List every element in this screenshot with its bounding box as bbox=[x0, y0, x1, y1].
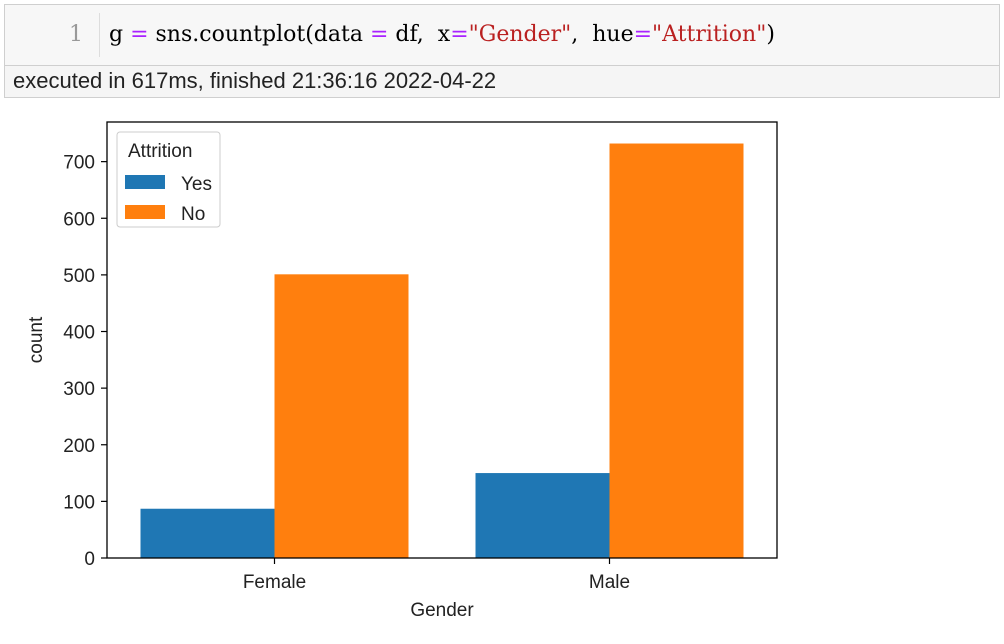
gutter-divider bbox=[99, 13, 100, 57]
y-tick-label: 700 bbox=[63, 153, 95, 174]
code-token: sns.countplot(data bbox=[148, 22, 370, 47]
code-operator: = bbox=[633, 22, 653, 47]
y-tick-label: 0 bbox=[84, 549, 95, 570]
x-tick-label: Male bbox=[589, 572, 630, 593]
bar-no-female bbox=[274, 274, 409, 558]
bar-yes-female bbox=[140, 508, 275, 558]
code-operator: = bbox=[369, 22, 389, 47]
legend-label-yes: Yes bbox=[181, 174, 212, 195]
y-axis-label: count bbox=[26, 316, 47, 363]
legend-title: Attrition bbox=[128, 141, 192, 162]
code-token: , hue bbox=[571, 22, 634, 47]
bar-no-male bbox=[609, 143, 744, 558]
countplot-chart: 0 100 200 300 400 500 600 700 Female Male Gender co… bbox=[26, 121, 778, 621]
execution-status: executed in 617ms, finished 21:36:16 202… bbox=[4, 66, 1000, 98]
plot-frame bbox=[106, 121, 778, 559]
y-tick-label: 100 bbox=[63, 492, 95, 513]
code-token: df, x bbox=[388, 22, 451, 47]
y-tick-label: 200 bbox=[63, 436, 95, 457]
code-operator: = bbox=[450, 22, 469, 47]
x-tick-label: Female bbox=[243, 572, 306, 593]
legend-label-no: No bbox=[181, 204, 205, 225]
code-token: g bbox=[109, 22, 131, 47]
legend-swatch-no bbox=[125, 205, 165, 219]
y-tick-label: 500 bbox=[63, 266, 95, 287]
line-number: 1 bbox=[69, 22, 83, 47]
bar-yes-male bbox=[475, 473, 610, 558]
code-string: "Gender" bbox=[468, 22, 572, 47]
code-token: ) bbox=[766, 22, 775, 47]
notebook-cell: 1 g = sns.countplot(data = df, x="Gender… bbox=[4, 4, 1000, 98]
y-tick-label: 400 bbox=[63, 323, 95, 344]
x-axis-label: Gender bbox=[410, 600, 474, 621]
code-line[interactable]: g = sns.countplot(data = df, x="Gender",… bbox=[109, 5, 775, 65]
legend-swatch-yes bbox=[125, 175, 165, 189]
legend-box bbox=[116, 131, 221, 228]
code-input[interactable]: 1 g = sns.countplot(data = df, x="Gender… bbox=[4, 4, 1000, 66]
code-string: "Attrition" bbox=[652, 22, 767, 47]
code-operator: = bbox=[130, 22, 149, 47]
y-tick-label: 300 bbox=[63, 379, 95, 400]
y-tick-label: 600 bbox=[63, 209, 95, 230]
